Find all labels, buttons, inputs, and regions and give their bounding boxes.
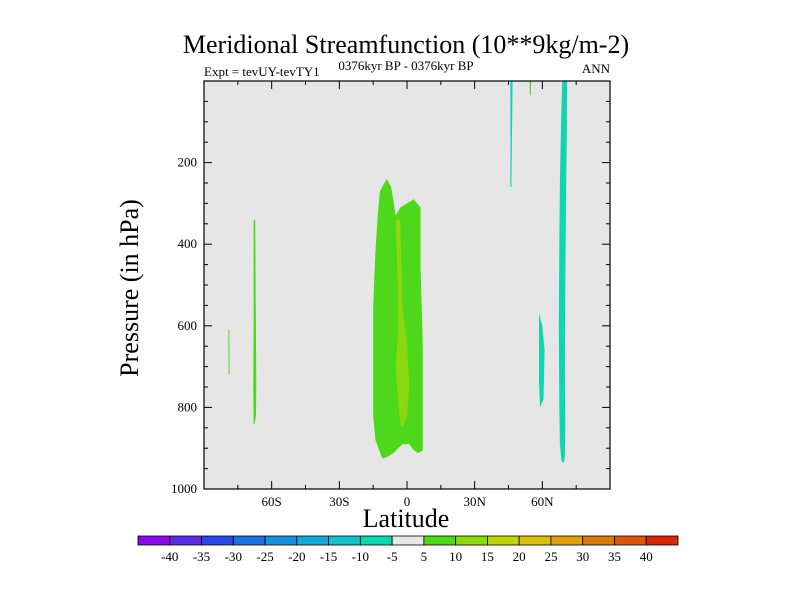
colorbar-label: 30	[576, 549, 589, 564]
y-tick-label: 800	[178, 399, 198, 414]
colorbar-label: -35	[193, 549, 210, 564]
contour-region-7	[539, 313, 545, 408]
x-tick-label: 0	[404, 494, 411, 509]
contour-regions	[228, 81, 568, 463]
x-tick-label: 60S	[262, 494, 282, 509]
colorbar-label: 40	[640, 549, 653, 564]
colorbar-swatch	[169, 535, 202, 546]
colorbar: -40 -35 -30 -25 -20 -15 -10 -5 5 10 15 20 25 30 35 40	[137, 535, 679, 564]
contour-region-6	[510, 81, 513, 188]
colorbar-swatch	[423, 535, 457, 546]
colorbar-label: 35	[608, 549, 621, 564]
colorbar-swatch	[264, 535, 298, 546]
contour-region-4	[228, 329, 230, 375]
colorbar-swatch	[645, 535, 679, 546]
colorbar-label: 5	[421, 549, 428, 564]
colorbar-label: -10	[352, 549, 369, 564]
colorbar-label: 10	[449, 549, 462, 564]
colorbar-swatch	[550, 535, 584, 546]
colorbar-swatch	[455, 535, 488, 546]
x-tick-label: 30S	[329, 494, 349, 509]
colorbar-label: 20	[513, 549, 526, 564]
colorbar-label: -25	[256, 549, 273, 564]
chart-subtitle-left: Expt = tevUY-tevTY1	[204, 64, 320, 79]
contour-region-3	[253, 219, 257, 424]
colorbar-swatch	[201, 535, 234, 546]
colorbar-swatch	[359, 535, 393, 546]
colorbar-label: -30	[225, 549, 242, 564]
y-tick-label: 400	[178, 236, 198, 251]
chart-subtitle-right: ANN	[582, 61, 611, 76]
colorbar-label: -5	[387, 549, 398, 564]
colorbar-swatch	[137, 535, 171, 546]
colorbar-swatch	[232, 535, 266, 546]
y-axis-label: Pressure (in hPa)	[115, 199, 144, 377]
colorbar-swatch	[487, 535, 520, 546]
x-axis-label: Latitude	[363, 504, 450, 533]
colorbar-swatch	[518, 535, 552, 546]
colorbar-swatch	[296, 535, 329, 546]
colorbar-label: -20	[288, 549, 305, 564]
colorbar-label: 15	[481, 549, 494, 564]
contour-region-2	[395, 219, 410, 428]
y-tick-label: 1000	[171, 481, 197, 496]
contour-region-8	[558, 81, 568, 463]
chart-subtitle-center: 0376kyr BP - 0376kyr BP	[338, 58, 473, 73]
colorbar-swatch	[614, 535, 647, 546]
colorbar-label: -15	[320, 549, 337, 564]
y-tick-label: 200	[178, 155, 198, 170]
x-tick-label: 60N	[531, 494, 554, 509]
y-tick-label: 600	[178, 318, 198, 333]
contour-region-5	[529, 81, 532, 96]
colorbar-swatch	[582, 535, 615, 546]
colorbar-label: 25	[544, 549, 557, 564]
chart-title: Meridional Streamfunction (10**9kg/m-2)	[183, 30, 629, 59]
x-tick-label: 30N	[463, 494, 486, 509]
axis-ticks: 60S 30S 0 30N 60N 200 400 600 800 1000	[171, 80, 611, 509]
colorbar-swatch	[328, 535, 361, 546]
colorbar-label: -40	[161, 549, 178, 564]
colorbar-swatch	[391, 535, 425, 546]
